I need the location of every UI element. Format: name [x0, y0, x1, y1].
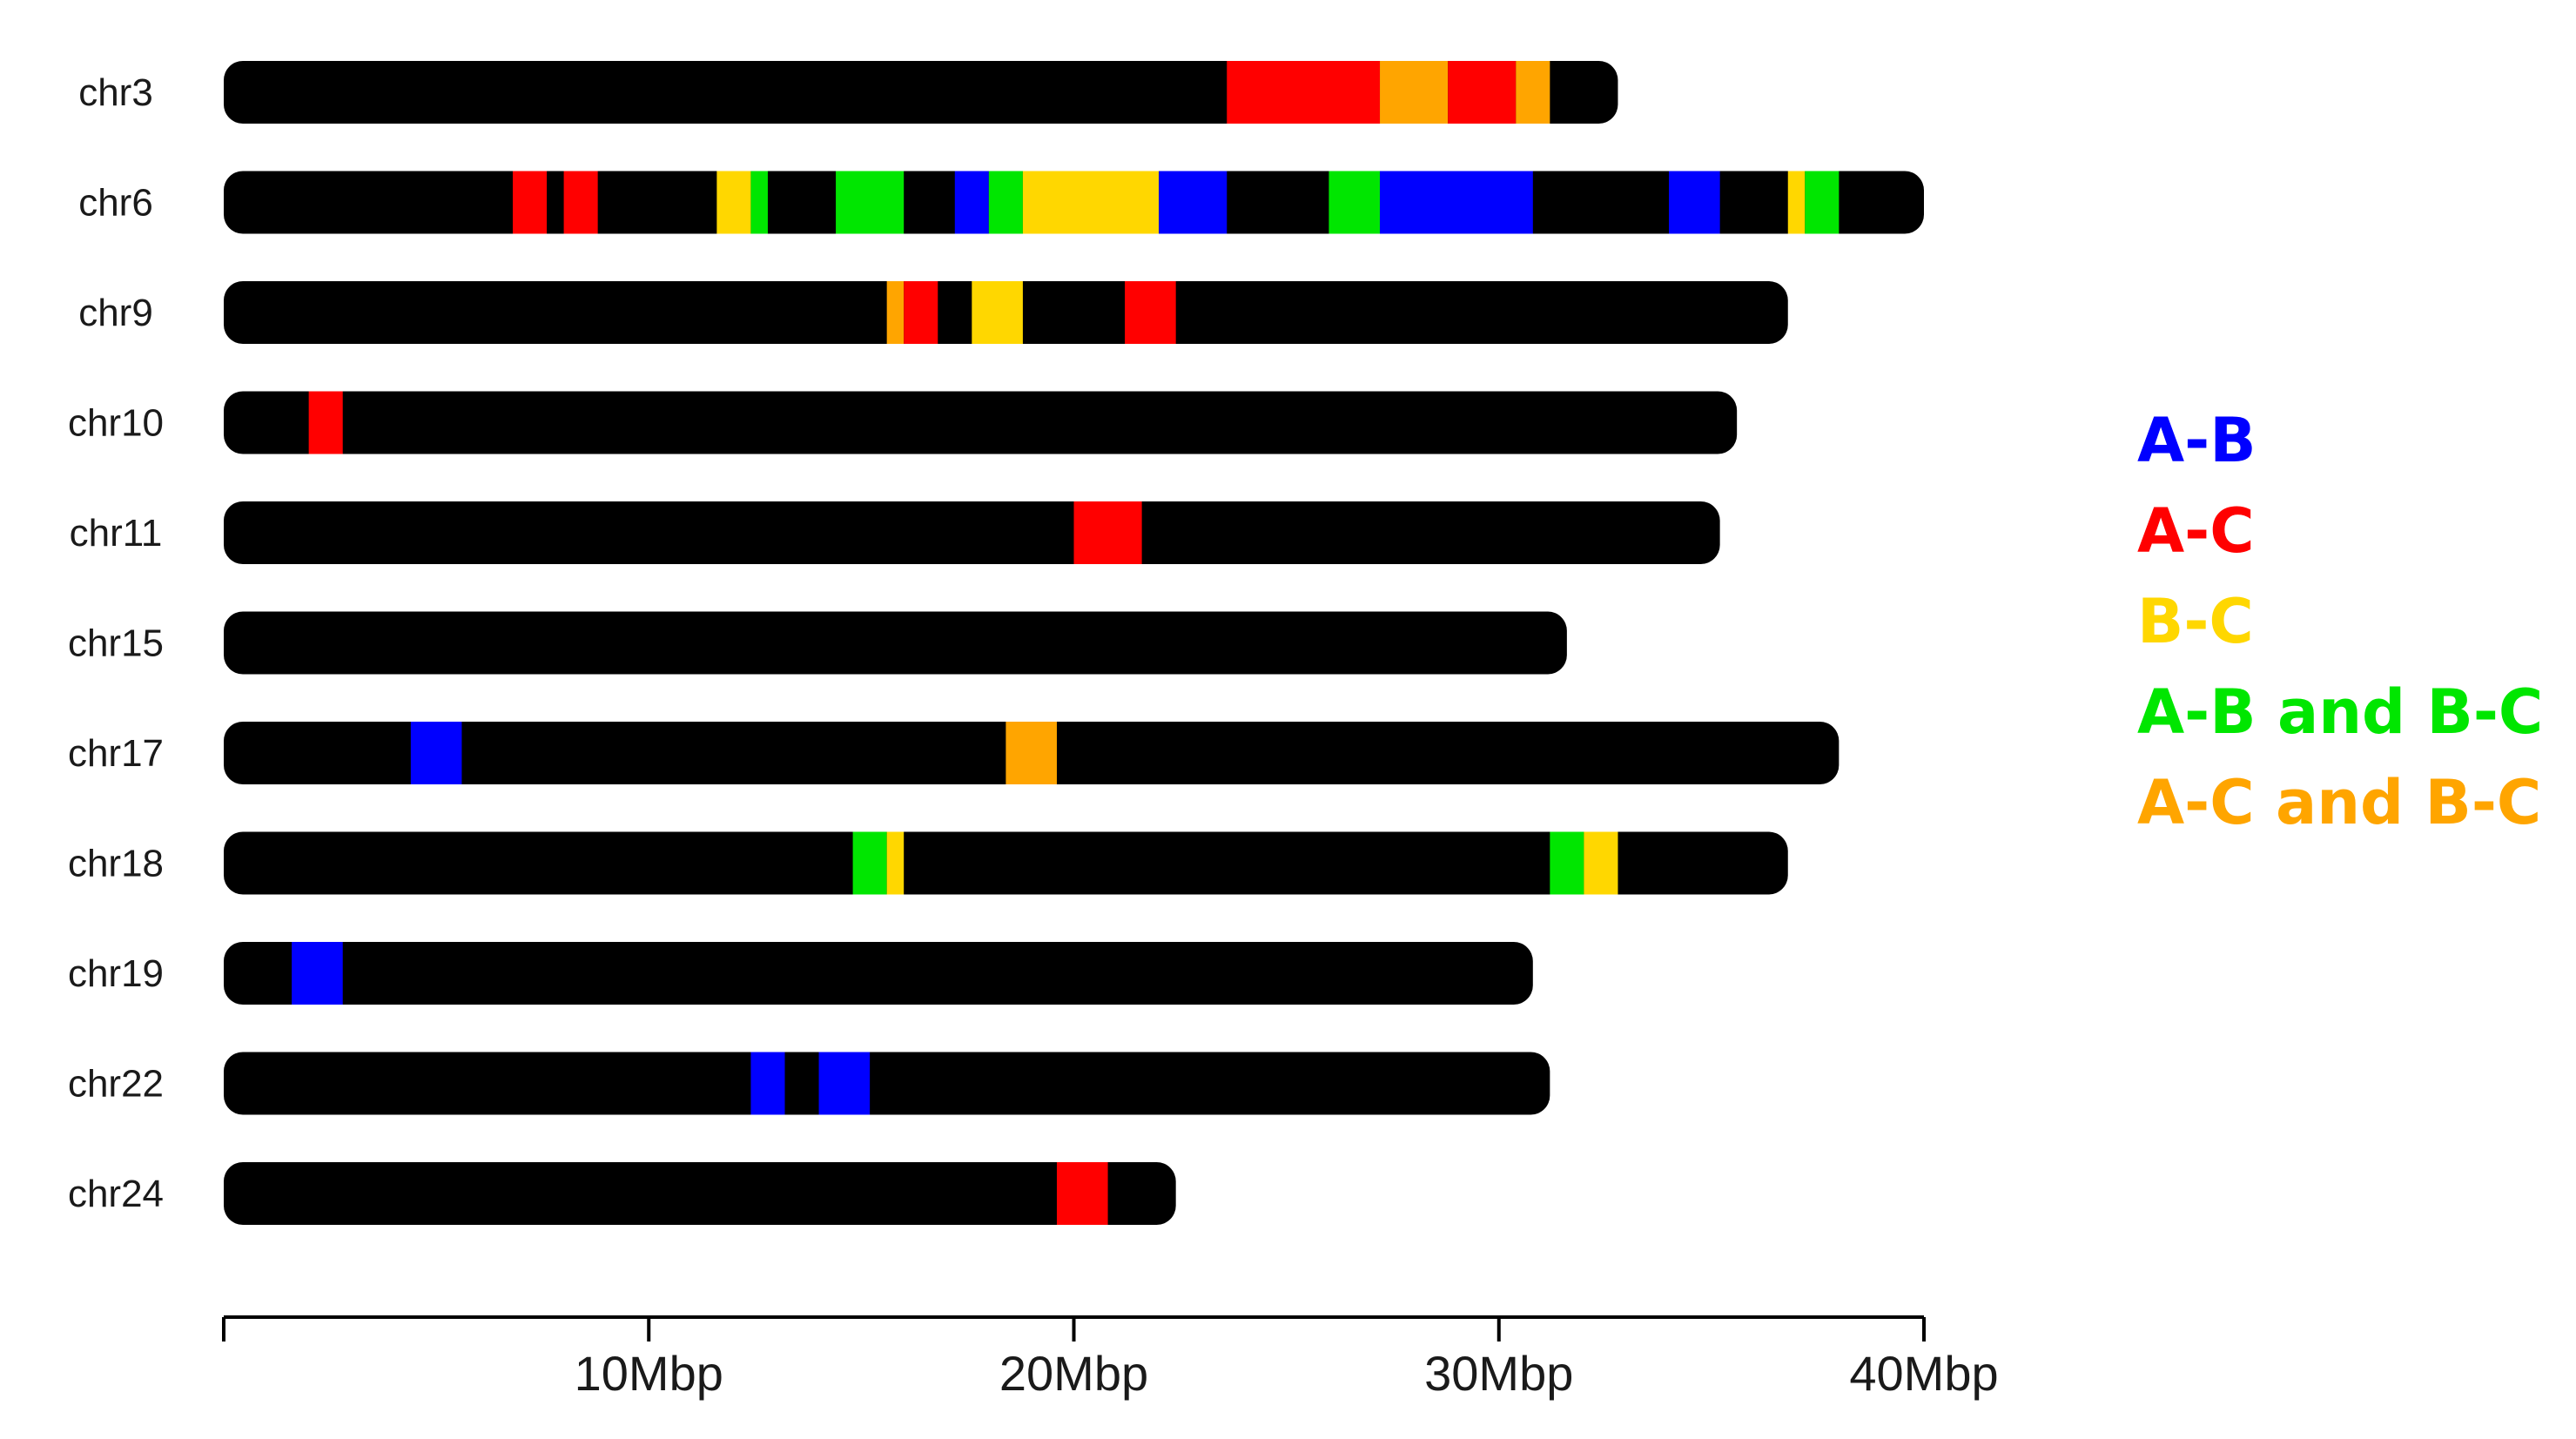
segment-a-b-and-b-c [750, 171, 768, 234]
chromosome-row-chr22: chr22 [68, 1052, 1550, 1115]
segment-b-c [1787, 171, 1806, 234]
legend-item-a-b-and-b-c: A-B and B-C [2137, 676, 2543, 748]
chromosome-row-chr15: chr15 [68, 611, 1567, 675]
chromosome-label: chr22 [68, 1063, 164, 1106]
segment-a-b [1159, 171, 1227, 234]
chromosome-row-chr17: chr17 [68, 722, 1840, 784]
chromosome-label: chr15 [68, 622, 164, 665]
segment-b-c [886, 831, 905, 895]
chromosome-label: chr3 [78, 71, 153, 114]
chromosome-bars: chr3 chr6 chr9 chr10 chr11 chr15 chr17 chr18 chr… [68, 61, 1924, 1225]
segment-a-b [410, 722, 462, 784]
segment-group [410, 722, 1057, 784]
segment-a-b-and-b-c [988, 171, 1023, 234]
chromosome-label: chr17 [68, 732, 164, 775]
chromosome-label: chr18 [68, 843, 164, 885]
segment-b-c [1584, 831, 1618, 895]
chromosome-bar [224, 501, 1720, 564]
legend-item-a-c: A-C [2137, 495, 2255, 567]
chromosome-label: chr19 [68, 952, 164, 995]
chromosome-label: chr24 [68, 1173, 164, 1215]
tick-label: 40Mbp [1849, 1346, 1998, 1401]
segment-a-b [1380, 171, 1533, 234]
segment-a-c-and-b-c [1380, 61, 1449, 124]
tick-label: 20Mbp [999, 1346, 1148, 1401]
segment-a-b [954, 171, 989, 234]
chromosome-row-chr11: chr11 [70, 501, 1720, 564]
segment-group [886, 281, 1176, 344]
chromosome-bar [224, 942, 1533, 1005]
segment-group [852, 831, 1618, 895]
segment-a-c [1448, 61, 1517, 124]
segment-a-c [1125, 281, 1176, 344]
segment-a-c-and-b-c [1516, 61, 1550, 124]
chromosome-label: chr10 [68, 402, 164, 445]
segment-group [513, 171, 1840, 234]
legend-item-a-b: A-B [2137, 405, 2257, 476]
chromosome-row-chr18: chr18 [68, 831, 1788, 895]
chromosome-label: chr11 [70, 512, 163, 555]
chromosome-bar [224, 611, 1567, 675]
x-axis: 10Mbp 20Mbp 30Mbp 40Mbp [222, 1315, 1999, 1401]
segment-group [750, 1052, 871, 1115]
segment-a-c [1073, 501, 1142, 564]
segment-a-b-and-b-c [852, 831, 887, 895]
chromosome-bar [224, 1052, 1550, 1115]
segment-group [292, 942, 343, 1005]
chromosome-row-chr24: chr24 [68, 1162, 1176, 1225]
segment-b-c [1022, 171, 1160, 234]
legend-item-a-c-and-b-c: A-C and B-C [2137, 767, 2541, 838]
segment-a-b-and-b-c [1328, 171, 1381, 234]
segment-a-c [1056, 1162, 1108, 1225]
chromosome-row-chr9: chr9 [78, 281, 1788, 344]
chromosome-bar [224, 391, 1738, 454]
segment-a-c [563, 171, 598, 234]
segment-a-b-and-b-c [836, 171, 905, 234]
chromosome-label: chr6 [78, 182, 153, 225]
segment-a-c [513, 171, 548, 234]
segment-a-b [818, 1052, 871, 1115]
segment-a-b [1669, 171, 1720, 234]
chromosome-row-chr10: chr10 [68, 391, 1738, 454]
chromosome-row-chr3: chr3 [78, 61, 1618, 124]
segment-group [1073, 501, 1142, 564]
segment-a-b [292, 942, 343, 1005]
segment-group [1056, 1162, 1108, 1225]
segment-a-b-and-b-c [1550, 831, 1584, 895]
segment-a-c-and-b-c [886, 281, 905, 344]
segment-b-c [972, 281, 1023, 344]
segment-group [308, 391, 343, 454]
segment-a-c [308, 391, 343, 454]
tick-label: 30Mbp [1424, 1346, 1573, 1401]
segment-group [1227, 61, 1550, 124]
segment-b-c [716, 171, 751, 234]
segment-a-c [904, 281, 938, 344]
legend-item-b-c: B-C [2137, 586, 2254, 657]
tick-label: 10Mbp [575, 1346, 723, 1401]
chromosome-bar [224, 831, 1788, 895]
chromosome-bar [224, 1162, 1176, 1225]
chromosome-label: chr9 [78, 292, 153, 334]
chromosome-row-chr19: chr19 [68, 942, 1533, 1005]
segment-a-b [750, 1052, 785, 1115]
segment-a-c-and-b-c [1006, 722, 1057, 784]
chromosome-row-chr6: chr6 [78, 171, 1924, 234]
legend: A-B A-C B-C A-B and B-C A-C and B-C [2137, 405, 2543, 838]
segment-a-b-and-b-c [1805, 171, 1840, 234]
segment-a-c [1227, 61, 1381, 124]
